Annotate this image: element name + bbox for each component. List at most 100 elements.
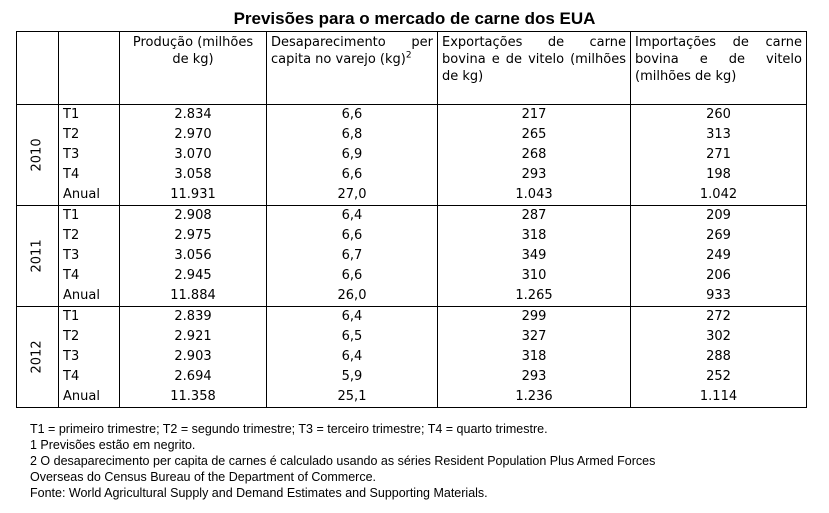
imports-cell: 302 [630, 327, 807, 347]
table-row: T4 3.058 6,6 293 198 [17, 165, 807, 185]
production-cell: 2.834 [119, 104, 267, 125]
imports-cell: 252 [630, 367, 807, 387]
production-cell: 11.358 [119, 387, 267, 408]
exports-cell: 265 [437, 125, 631, 145]
exports-cell: 287 [437, 205, 631, 226]
table-row: T2 2.921 6,5 327 302 [17, 327, 807, 347]
period-cell: T2 [58, 327, 120, 347]
production-cell: 11.931 [119, 185, 267, 206]
disappearance-cell: 25,1 [266, 387, 438, 408]
imports-cell: 198 [630, 165, 807, 185]
disappearance-cell: 6,6 [266, 104, 438, 125]
exports-cell: 318 [437, 347, 631, 367]
imports-cell: 933 [630, 286, 807, 307]
production-cell: 2.694 [119, 367, 267, 387]
disappearance-cell: 6,6 [266, 165, 438, 185]
exports-cell: 318 [437, 226, 631, 246]
period-cell: T3 [58, 145, 120, 165]
year-label: 2010 [29, 138, 45, 172]
header-disappearance: Desaparecimento per capita no varejo (kg… [266, 31, 438, 105]
imports-cell: 272 [630, 306, 807, 327]
production-cell: 2.945 [119, 266, 267, 286]
year-group-2012: 2012 T1 2.839 6,4 299 272 T2 2.921 6,5 327 302 T3 2.… [16, 306, 807, 408]
period-cell: T3 [58, 347, 120, 367]
period-cell: Anual [58, 387, 120, 408]
period-cell: Anual [58, 286, 120, 307]
period-cell: T3 [58, 246, 120, 266]
disappearance-cell: 6,9 [266, 145, 438, 165]
production-cell: 2.970 [119, 125, 267, 145]
footnote-2-line1: 2 O desaparecimento per capita de carnes… [30, 454, 656, 468]
period-cell: T2 [58, 226, 120, 246]
production-cell: 2.903 [119, 347, 267, 367]
table-row: 2010 T1 2.834 6,6 217 260 [16, 104, 807, 206]
year-label: 2012 [29, 340, 45, 374]
header-production: Produção (milhões de kg) [119, 31, 267, 105]
header-year-blank [16, 31, 59, 105]
exports-cell: 349 [437, 246, 631, 266]
year-label: 2011 [29, 239, 45, 273]
table-row: T4 2.945 6,6 310 206 [17, 266, 807, 286]
exports-cell: 1.236 [437, 387, 631, 408]
imports-cell: 206 [630, 266, 807, 286]
disappearance-cell: 6,7 [266, 246, 438, 266]
disappearance-cell: 6,6 [266, 226, 438, 246]
production-cell: 3.058 [119, 165, 267, 185]
table-row: T2 2.970 6,8 265 313 [17, 125, 807, 145]
production-cell: 2.839 [119, 306, 267, 327]
footnotes: T1 = primeiro trimestre; T2 = segundo tr… [30, 421, 820, 501]
disappearance-cell: 26,0 [266, 286, 438, 307]
disappearance-cell: 6,4 [266, 306, 438, 327]
table-row: T3 3.056 6,7 349 249 [17, 246, 807, 266]
footnote-legend: T1 = primeiro trimestre; T2 = segundo tr… [30, 422, 548, 436]
table-row: T2 2.975 6,6 318 269 [17, 226, 807, 246]
table-row: 2011 T1 2.908 6,4 287 209 [16, 205, 807, 307]
period-cell: T1 [58, 306, 120, 327]
disappearance-cell: 5,9 [266, 367, 438, 387]
period-cell: T1 [58, 104, 120, 125]
imports-cell: 271 [630, 145, 807, 165]
imports-cell: 260 [630, 104, 807, 125]
exports-cell: 217 [437, 104, 631, 125]
disappearance-cell: 6,4 [266, 347, 438, 367]
exports-cell: 299 [437, 306, 631, 327]
imports-cell: 288 [630, 347, 807, 367]
imports-cell: 313 [630, 125, 807, 145]
year-group-2011: 2011 T1 2.908 6,4 287 209 T2 2.975 6,6 318 269 T3 3.… [16, 205, 807, 307]
year-label-cell: 2011 [16, 205, 59, 307]
disappearance-cell: 6,8 [266, 125, 438, 145]
year-label-cell: 2010 [16, 104, 59, 206]
table-row: Anual 11.358 25,1 1.236 1.114 [17, 387, 807, 408]
period-cell: T4 [58, 266, 120, 286]
exports-cell: 1.265 [437, 286, 631, 307]
exports-cell: 310 [437, 266, 631, 286]
production-cell: 11.884 [119, 286, 267, 307]
year-group-2010: 2010 T1 2.834 6,6 217 260 T2 2.970 6,8 265 313 T3 3.… [16, 104, 807, 206]
period-cell: T4 [58, 367, 120, 387]
exports-cell: 268 [437, 145, 631, 165]
production-cell: 2.908 [119, 205, 267, 226]
table-title: Previsões para o mercado de carne dos EU… [233, 9, 596, 28]
table-row: T4 2.694 5,9 293 252 [17, 367, 807, 387]
imports-cell: 1.042 [630, 185, 807, 206]
disappearance-cell: 6,6 [266, 266, 438, 286]
header-imports: Importações de carne bovina e de vitelo … [630, 31, 807, 105]
table-row: Anual 11.884 26,0 1.265 933 [17, 286, 807, 307]
exports-cell: 327 [437, 327, 631, 347]
imports-cell: 249 [630, 246, 807, 266]
exports-cell: 1.043 [437, 185, 631, 206]
production-cell: 3.070 [119, 145, 267, 165]
header-row: Produção (milhões de kg) Desaparecimento… [16, 31, 807, 105]
production-cell: 2.975 [119, 226, 267, 246]
footnote-1: 1 Previsões estão em negrito. [30, 438, 196, 452]
imports-cell: 209 [630, 205, 807, 226]
table-row: Anual 11.931 27,0 1.043 1.042 [17, 185, 807, 206]
exports-cell: 293 [437, 367, 631, 387]
table-row: T3 3.070 6,9 268 271 [17, 145, 807, 165]
header-exports: Exportações de carne bovina e de vitelo … [437, 31, 631, 105]
footnote-source: Fonte: World Agricultural Supply and Dem… [30, 486, 488, 500]
period-cell: T1 [58, 205, 120, 226]
production-cell: 3.056 [119, 246, 267, 266]
disappearance-cell: 6,4 [266, 205, 438, 226]
forecast-table: Produção (milhões de kg) Desaparecimento… [16, 31, 807, 408]
